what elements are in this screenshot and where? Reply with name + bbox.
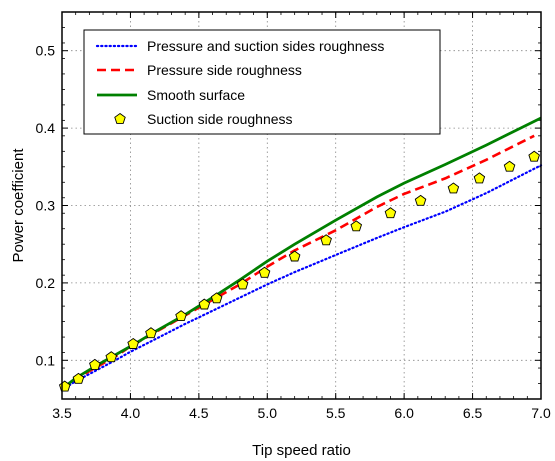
data-point-suction-side-roughness [350, 220, 363, 232]
data-point-suction-side-roughness [72, 372, 85, 384]
data-point-suction-side-roughness [105, 351, 118, 363]
data-point-suction-side-roughness [127, 337, 139, 349]
x-axis-title: Tip speed ratio [252, 442, 351, 459]
data-point-suction-side-roughness [473, 172, 486, 184]
x-tick-label: 7.0 [531, 405, 551, 421]
data-point-suction-side-roughness [288, 250, 301, 262]
data-point-suction-side-roughness [145, 327, 157, 339]
series-group [58, 116, 543, 392]
legend: Pressure and suction sides roughness Pre… [83, 29, 441, 135]
x-tick-label: 5.0 [258, 405, 278, 421]
legend-label-suction-side-roughness: Suction side roughness [147, 111, 293, 127]
plot-frame [61, 11, 542, 400]
y-tick-label: 0.3 [36, 198, 56, 214]
x-tick-labels: 3.5 4.0 4.5 5.0 5.5 6.0 6.5 7.0 [52, 405, 551, 421]
y-tick-label: 0.4 [36, 120, 56, 136]
legend-swatch-suction-side-roughness [114, 112, 126, 124]
data-point-suction-side-roughness [320, 234, 332, 246]
x-tick-label: 5.5 [326, 405, 346, 421]
series-line-pressure-and-suction-sides-roughness [60, 164, 543, 391]
y-tick-labels: 0.1 0.2 0.3 0.4 0.5 [36, 43, 56, 369]
legend-box [83, 29, 441, 135]
x-tick-label: 3.5 [52, 405, 72, 421]
data-point-suction-side-roughness [384, 207, 397, 219]
data-point-suction-side-roughness [175, 310, 187, 322]
data-point-suction-side-roughness [89, 358, 101, 370]
data-point-suction-side-roughness [503, 160, 516, 172]
x-tick-label: 6.0 [394, 405, 414, 421]
y-tick-label: 0.5 [36, 43, 56, 59]
legend-label-smooth-surface: Smooth surface [147, 87, 245, 103]
series-suction-side-roughness [58, 150, 540, 392]
data-point-suction-side-roughness [198, 298, 211, 310]
y-tick-label: 0.1 [36, 352, 56, 368]
x-tick-label: 4.0 [121, 405, 141, 421]
data-point-suction-side-roughness [528, 150, 540, 162]
x-tick-label: 4.5 [189, 405, 209, 421]
legend-label-pressure-side-roughness: Pressure side roughness [147, 62, 302, 78]
data-point-suction-side-roughness [447, 182, 460, 194]
data-point-suction-side-roughness [258, 266, 271, 278]
legend-label-pressure-suction-roughness: Pressure and suction sides roughness [147, 38, 384, 54]
data-point-suction-side-roughness [210, 292, 223, 304]
y-axis-title: Power coefficient [10, 148, 27, 263]
y-tick-label: 0.2 [36, 275, 56, 291]
x-tick-label: 6.5 [463, 405, 483, 421]
data-point-suction-side-roughness [236, 278, 249, 290]
data-point-suction-side-roughness [414, 194, 427, 206]
